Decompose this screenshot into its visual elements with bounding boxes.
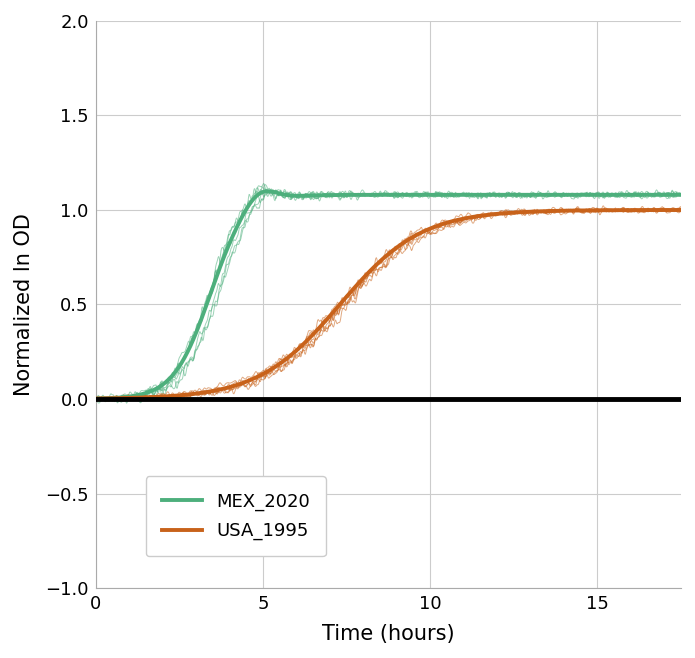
MEX_2020 — [152, 385, 160, 393]
USA_1995 — [559, 207, 567, 215]
Line: USA_1995: USA_1995 — [96, 210, 681, 399]
MEX_2020 — [350, 191, 358, 199]
MEX_2020 — [494, 191, 502, 199]
USA_1995 — [152, 393, 160, 401]
MEX_2020 — [263, 188, 272, 195]
Legend: MEX_2020, USA_1995: MEX_2020, USA_1995 — [145, 476, 326, 557]
Y-axis label: Normalized ln OD: Normalized ln OD — [14, 213, 34, 396]
MEX_2020 — [548, 191, 557, 199]
USA_1995 — [328, 309, 336, 317]
MEX_2020 — [92, 395, 100, 403]
X-axis label: Time (hours): Time (hours) — [322, 624, 455, 644]
Line: MEX_2020: MEX_2020 — [96, 191, 681, 399]
MEX_2020 — [559, 191, 568, 199]
MEX_2020 — [329, 191, 337, 199]
USA_1995 — [92, 395, 100, 403]
USA_1995 — [548, 207, 556, 215]
USA_1995 — [350, 285, 358, 293]
USA_1995 — [677, 206, 685, 214]
MEX_2020 — [677, 191, 685, 199]
USA_1995 — [493, 210, 502, 218]
